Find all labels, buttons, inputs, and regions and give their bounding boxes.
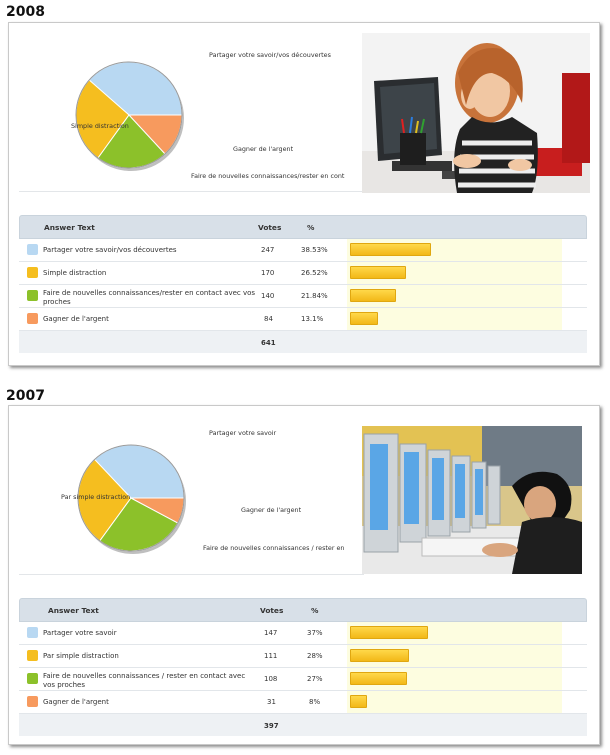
pie-slice-label: Gagner de l'argent [241,506,302,514]
results-table-2008: Answer Text Votes % Partager votre savoi… [19,215,587,353]
vote-count: 108 [264,675,278,683]
poll-card-2008: Partager votre savoir/vos découvertes Sim… [8,22,600,366]
pie-slice-label: Partager votre savoir [209,429,277,437]
color-swatch [27,650,38,661]
result-bar [350,289,396,302]
photo-internet-cafe [362,426,582,574]
color-swatch [27,313,38,324]
table-row: Partager votre savoir/vos découvertes 24… [19,239,587,262]
table-row: Faire de nouvelles connaissances/rester … [19,285,587,308]
year-heading-2007: 2007 [6,388,45,404]
vote-percent: 37% [307,629,323,637]
results-table-2007: Answer Text Votes % Partager votre savoi… [19,598,587,736]
table-row: Gagner de l'argent 31 8% [19,691,587,714]
vote-count: 170 [261,269,275,277]
header-answer-text: Answer Text [44,223,95,232]
vote-total: 641 [261,339,276,347]
vote-percent: 27% [307,675,323,683]
vote-percent: 21.84% [301,292,328,300]
header-votes: Votes [258,223,282,232]
table-row: Gagner de l'argent 84 13.1% [19,308,587,331]
table-header: Answer Text Votes % [19,598,587,622]
header-votes: Votes [260,606,284,615]
table-header: Answer Text Votes % [19,215,587,239]
result-bar [350,626,428,639]
year-heading-2008: 2008 [6,4,45,20]
table-row: Faire de nouvelles connaissances / reste… [19,668,587,691]
result-bar [350,312,378,325]
table-row: Partager votre savoir 147 37% [19,622,587,645]
pie-slice-label: Faire de nouvelles connaissances/rester … [191,172,345,180]
header-percent: % [311,606,319,615]
result-bar [350,649,409,662]
color-swatch [27,290,38,301]
pie-outline [77,444,185,552]
answer-label: Partager votre savoir/vos découvertes [43,246,177,254]
answer-label: Partager votre savoir [43,629,117,637]
photo-woman-at-computer [362,33,590,193]
pie-slice-label: Simple distraction [71,122,129,130]
table-row: Simple distraction 170 26.52% [19,262,587,285]
answer-label: Gagner de l'argent [43,315,109,323]
table-footer: 397 [19,714,587,736]
vote-percent: 38.53% [301,246,328,254]
pie-slice-label: Gagner de l'argent [233,145,294,153]
color-swatch [27,244,38,255]
vote-percent: 13.1% [301,315,324,323]
pie-slice-label: Partager votre savoir/vos découvertes [209,51,332,59]
vote-count: 31 [267,698,276,706]
vote-count: 111 [264,652,278,660]
result-bar [350,243,431,256]
pie-slice-label: Faire de nouvelles connaissances / reste… [203,544,344,552]
result-bar [350,672,407,685]
table-row: Par simple distraction 111 28% [19,645,587,668]
color-swatch [27,696,38,707]
header-percent: % [307,223,315,232]
header-answer-text: Answer Text [48,606,99,615]
pie-chart-2007: Partager votre savoir Par simple distract… [19,416,364,575]
answer-label: Simple distraction [43,269,107,277]
color-swatch [27,627,38,638]
vote-count: 147 [264,629,278,637]
result-bar [350,266,406,279]
poll-card-2007: Partager votre savoir Par simple distract… [8,405,600,745]
pie-slice-label: Par simple distraction [61,493,130,501]
pie-chart-2008: Partager votre savoir/vos découvertes Sim… [19,33,364,192]
color-swatch [27,673,38,684]
answer-label: Gagner de l'argent [43,698,109,706]
vote-percent: 8% [309,698,321,706]
vote-count: 140 [261,292,275,300]
color-swatch [27,267,38,278]
answer-label: Par simple distraction [43,652,119,660]
vote-total: 397 [264,722,279,730]
result-bar [350,695,367,708]
table-footer: 641 [19,331,587,353]
vote-count: 84 [264,315,273,323]
answer-label: Faire de nouvelles connaissances / reste… [43,672,246,689]
pie-outline [75,61,183,169]
answer-label: Faire de nouvelles connaissances/rester … [43,289,256,306]
vote-percent: 28% [307,652,323,660]
vote-percent: 26.52% [301,269,328,277]
vote-count: 247 [261,246,275,254]
